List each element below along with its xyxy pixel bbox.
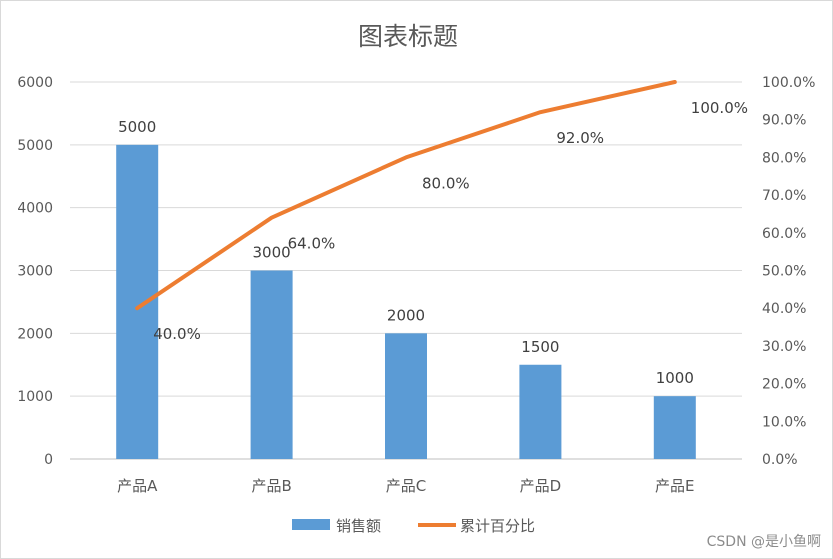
legend-label-line: 累计百分比 <box>460 517 535 535</box>
legend-label-bar: 销售额 <box>336 517 381 535</box>
bar-data-label: 1500 <box>521 338 559 356</box>
x-tick-label: 产品A <box>117 477 158 495</box>
y-left-tick-label: 3000 <box>17 264 53 280</box>
y-left-tick-label: 4000 <box>17 201 53 217</box>
y-left-tick-label: 2000 <box>17 326 53 342</box>
y-right-tick-label: 100.0% <box>762 75 815 91</box>
y-right-tick-label: 80.0% <box>762 150 806 166</box>
x-tick-label: 产品D <box>520 477 562 495</box>
chart-title: 图表标题 <box>358 22 458 51</box>
bar-data-label: 1000 <box>656 369 694 387</box>
y-right-tick-label: 40.0% <box>762 301 806 317</box>
y-right-tick-label: 50.0% <box>762 264 806 280</box>
y-left-tick-label: 1000 <box>17 389 53 405</box>
y-right-tick-label: 90.0% <box>762 113 806 129</box>
legend-swatch-bar <box>292 519 330 530</box>
y-left-tick-label: 5000 <box>17 138 53 154</box>
y-right-tick-label: 70.0% <box>762 188 806 204</box>
x-tick-label: 产品E <box>655 477 694 495</box>
y-right-tick-label: 60.0% <box>762 226 806 242</box>
line-data-label: 80.0% <box>422 174 470 192</box>
bar <box>385 333 427 459</box>
line-data-label: 64.0% <box>288 235 336 253</box>
x-tick-label: 产品C <box>386 477 426 495</box>
x-tick-label: 产品B <box>251 477 291 495</box>
line-data-label: 100.0% <box>691 99 748 117</box>
y-right-tick-label: 10.0% <box>762 414 806 430</box>
line-series <box>135 80 677 311</box>
bar-data-label: 2000 <box>387 306 425 324</box>
bar-data-label: 3000 <box>253 244 291 262</box>
bar <box>116 144 159 460</box>
bar <box>250 270 293 459</box>
line-data-label: 40.0% <box>153 325 201 343</box>
bar <box>519 364 562 459</box>
line-data-label: 92.0% <box>556 129 604 147</box>
y-right-tick-label: 20.0% <box>762 377 806 393</box>
y-right-tick-label: 0.0% <box>762 452 798 468</box>
watermark: CSDN @是小鱼啊 <box>706 534 821 550</box>
y-left-tick-label: 0 <box>44 452 53 468</box>
bar-data-label: 5000 <box>118 118 156 136</box>
y-left-tick-label: 6000 <box>17 75 53 91</box>
y-right-tick-label: 30.0% <box>762 339 806 355</box>
bar <box>653 396 696 459</box>
